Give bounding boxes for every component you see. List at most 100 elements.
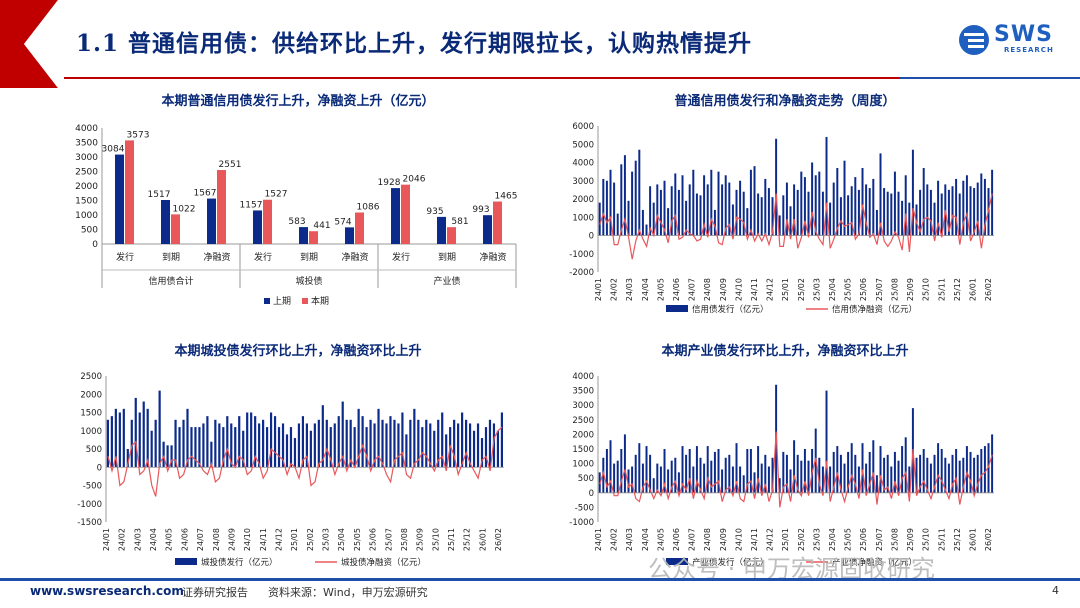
bar-issuance (602, 178, 605, 236)
bar-issuance (158, 390, 161, 468)
y-tick-label: 3500 (75, 139, 98, 149)
sws-logo-icon (959, 25, 989, 55)
x-tick-label: 25/03 (812, 278, 821, 301)
data-label: 583 (288, 217, 305, 227)
bar-current (263, 199, 272, 244)
footer-url[interactable]: www.swsresearch.com (30, 584, 184, 598)
bar-issuance (958, 193, 961, 236)
x-tick-label: 24/06 (180, 528, 189, 551)
bar-issuance (767, 466, 770, 493)
bar-issuance (818, 457, 821, 493)
bar-issuance (258, 423, 261, 468)
bar-issuance (857, 189, 860, 236)
bar-issuance (951, 454, 954, 493)
bar-issuance (681, 446, 684, 493)
bar-issuance (638, 443, 641, 493)
bar-issuance (663, 180, 666, 236)
bar-issuance (911, 149, 914, 236)
bar-issuance (951, 186, 954, 236)
x-tick-label: 25/05 (844, 278, 853, 301)
bar-issuance (345, 419, 348, 468)
x-tick-label: 25/04 (828, 528, 837, 551)
bar-issuance (825, 136, 828, 236)
data-label: 2046 (403, 175, 426, 185)
bar-issuance (685, 454, 688, 493)
bar-issuance (166, 445, 169, 468)
bar-issuance (649, 186, 652, 236)
y-tick-label: -1500 (77, 518, 102, 528)
legend-label: 上期 (273, 296, 291, 307)
x-tick-label: 24/10 (734, 278, 743, 301)
bar-issuance (890, 466, 893, 493)
bar-issuance (973, 188, 976, 236)
bar-issuance (609, 169, 612, 236)
legend-swatch (264, 298, 270, 304)
bar-issuance (879, 446, 882, 493)
bar-issuance (771, 197, 774, 236)
header-band: 1.1 普通信用债：供给环比上升，发行期限拉长，认购热情提升 SWS RESEA… (0, 0, 1080, 92)
y-tick-label: 0 (589, 232, 594, 242)
bar-issuance (713, 209, 716, 236)
bar-issuance (901, 446, 904, 493)
bar-issuance (194, 427, 197, 468)
bar-issuance (933, 202, 936, 236)
bar-issuance (919, 189, 922, 236)
legend-label: 城投债发行（亿元） (201, 557, 278, 568)
y-tick-label: 1000 (572, 460, 594, 470)
x-tick-label: 25/01 (290, 528, 299, 551)
bar-issuance (969, 186, 972, 236)
category-label: 净融资 (479, 251, 506, 263)
bar-issuance (897, 191, 900, 236)
bar-issuance (234, 427, 237, 468)
x-tick-label: 24/06 (672, 528, 681, 551)
bar-issuance (674, 173, 677, 236)
chart-title: 本期城投债发行环比上升，净融资环比上升 (174, 344, 422, 359)
bar-issuance (609, 440, 612, 493)
bar-issuance (492, 423, 496, 468)
bar-issuance (832, 451, 835, 493)
logo-subtext: RESEARCH (1004, 46, 1054, 54)
category-label: 到期 (438, 251, 456, 263)
bar-issuance (353, 427, 356, 468)
bar-issuance (146, 408, 149, 468)
bar-issuance (488, 419, 492, 468)
bar-previous (391, 188, 400, 244)
y-tick-label: 4000 (572, 159, 594, 169)
bar-issuance (210, 441, 213, 468)
x-tick-label: 24/12 (766, 278, 775, 301)
data-label: 3084 (102, 145, 125, 155)
bar-issuance (778, 215, 781, 236)
bar-issuance (721, 469, 724, 493)
bar-issuance (417, 419, 420, 468)
bar-issuance (703, 463, 706, 493)
bar-issuance (150, 430, 153, 468)
bar-issuance (753, 472, 756, 493)
x-tick-label: 25/06 (859, 528, 868, 551)
y-tick-label: 1000 (75, 211, 98, 221)
y-tick-label: 1000 (572, 213, 594, 223)
bar-issuance (829, 466, 832, 493)
y-tick-label: -500 (83, 482, 102, 492)
bar-issuance (721, 184, 724, 236)
bar-issuance (868, 188, 871, 236)
data-label: 1465 (495, 192, 518, 202)
bar-issuance (749, 449, 752, 493)
bar-issuance (807, 191, 810, 236)
chart-svg: -1500 -1000 -500 0 500 1000 1500 2000 2500 24/01 2… (77, 372, 504, 568)
x-tick-label: 25/12 (463, 528, 472, 551)
bar-issuance (731, 466, 734, 493)
bar-issuance (325, 419, 328, 468)
y-tick-label: 500 (578, 474, 594, 484)
bar-issuance (631, 466, 634, 493)
bar-issuance (122, 408, 125, 468)
data-label: 1527 (265, 190, 288, 200)
x-tick-label: 25/12 (953, 278, 962, 301)
bar-issuance (605, 449, 608, 493)
bar-issuance (341, 401, 344, 468)
x-tick-label: 24/07 (196, 528, 205, 551)
y-tick-label: 1500 (572, 445, 594, 455)
bar-issuance (623, 434, 626, 493)
legend-swatch (302, 298, 308, 304)
bar-issuance (893, 171, 896, 236)
bar-issuance (973, 457, 976, 493)
